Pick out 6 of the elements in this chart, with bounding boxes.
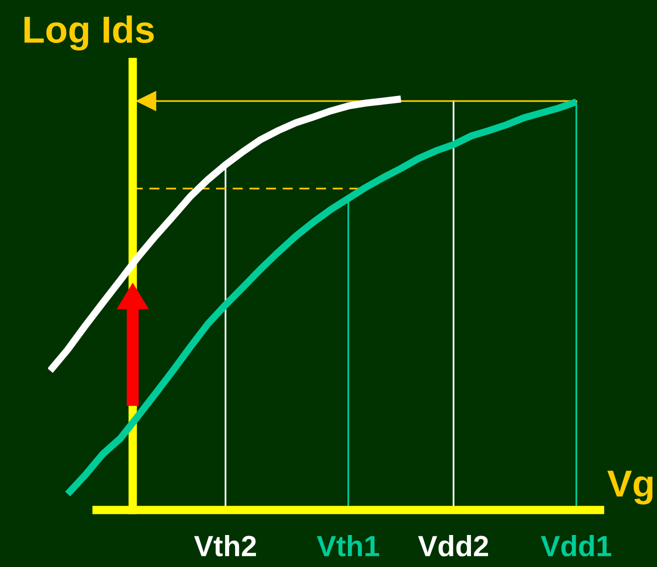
x-tick-label: Vth2 xyxy=(194,535,256,556)
x-axis-title: Vg xyxy=(607,470,652,504)
x-tick-label: Vdd1 xyxy=(540,535,612,556)
x-tick-label: Vth1 xyxy=(316,535,380,556)
y-axis-title: Log Ids xyxy=(24,15,154,51)
x-tick-label: Vdd2 xyxy=(418,535,488,556)
